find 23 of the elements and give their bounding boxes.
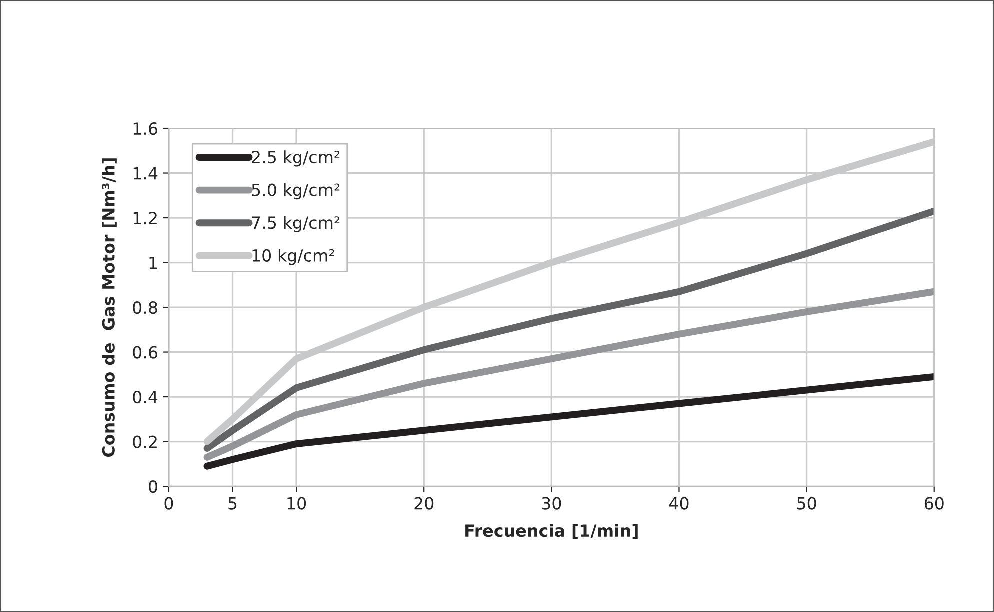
legend-label: 5.0 kg/cm²	[252, 183, 340, 200]
legend-label: 2.5 kg/cm²	[252, 150, 340, 167]
x-axis-title: Frecuencia [1/min]	[466, 524, 638, 540]
x-tick-label: 0	[164, 497, 174, 510]
y-axis-title: Consumo de Gas Motor [Nm³/h]	[102, 158, 117, 458]
x-tick-label: 30	[542, 497, 562, 510]
y-tick-label: 1	[150, 256, 158, 270]
x-tick-label: 50	[797, 497, 816, 510]
x-tick-label: 20	[414, 497, 434, 510]
legend-label: 10 kg/cm²	[252, 249, 334, 266]
legend-label: 7.5 kg/cm²	[252, 216, 340, 232]
y-tick-label: 1.6	[134, 122, 158, 136]
x-tick-label: 60	[924, 497, 944, 510]
y-tick-label: 0.4	[133, 390, 158, 404]
x-tick-label: 5	[228, 497, 237, 510]
y-tick-label: 0	[149, 480, 158, 494]
y-tick-label: 0.8	[133, 301, 158, 314]
x-tick-label: 40	[669, 497, 689, 510]
y-tick-label: 1.4	[134, 167, 158, 180]
y-tick-label: 1.2	[134, 212, 157, 224]
y-tick-label: 0.6	[133, 346, 158, 359]
x-tick-label: 10	[288, 497, 306, 510]
y-tick-label: 0.2	[133, 436, 157, 448]
